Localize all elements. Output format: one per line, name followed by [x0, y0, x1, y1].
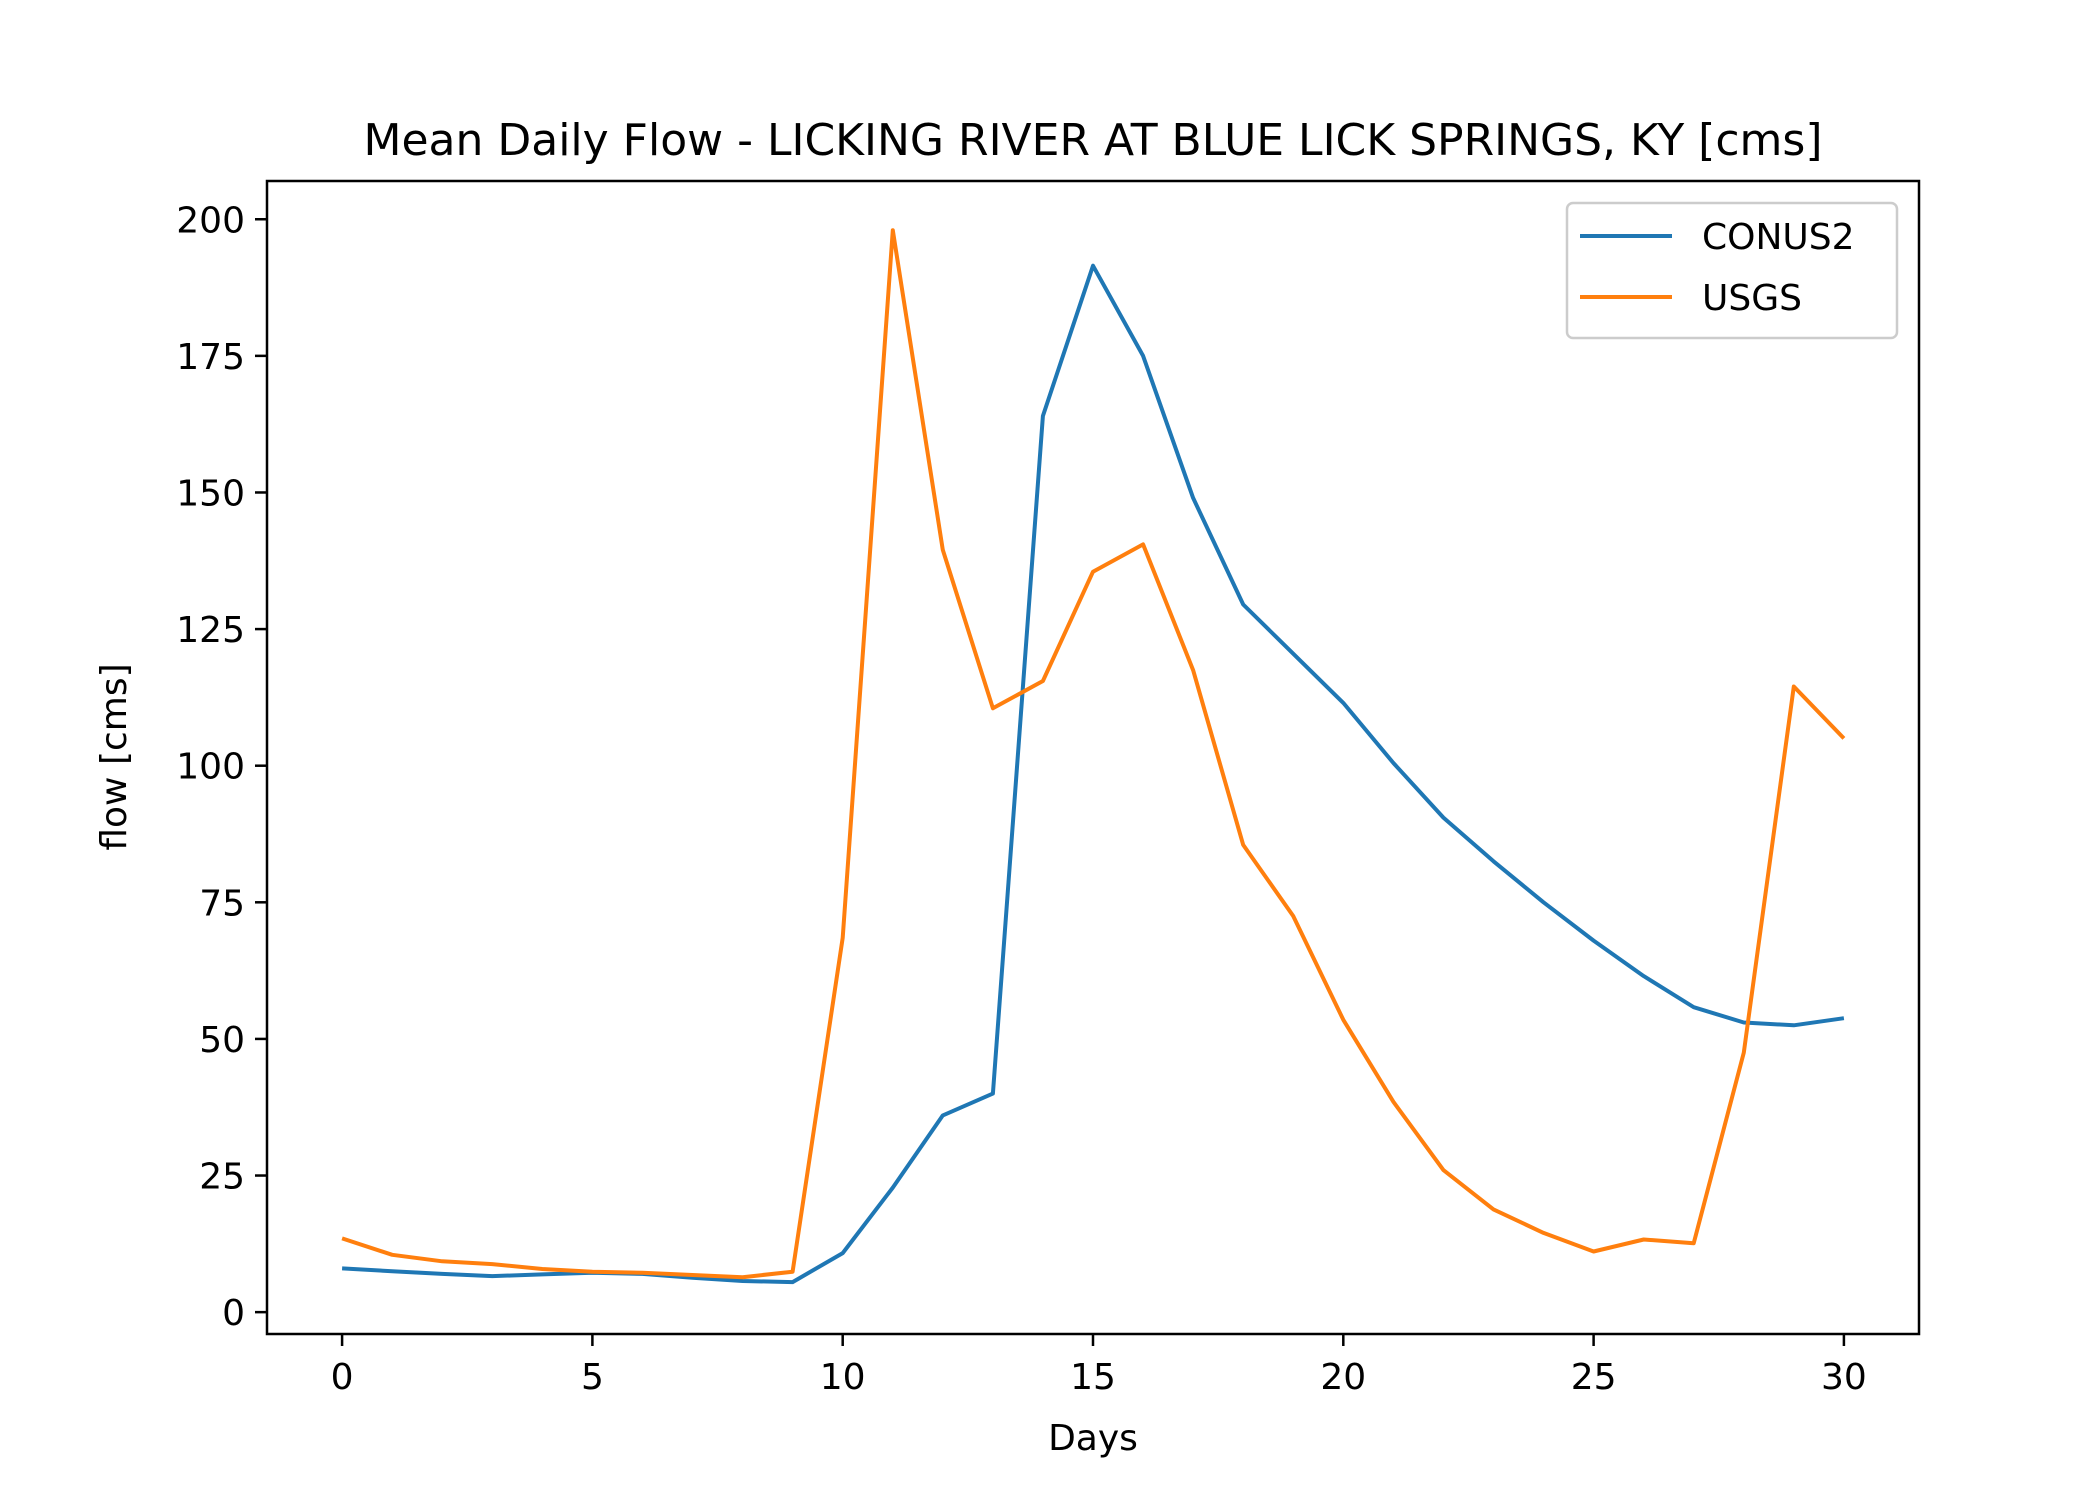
legend: CONUS2 USGS: [1565, 201, 1899, 340]
y-tick-label: 175: [176, 337, 245, 378]
series-line-usgs: [341, 228, 1846, 1280]
series-layer: [341, 228, 1846, 1285]
y-tick-label: 100: [176, 747, 245, 788]
x-tick-label: 5: [581, 1357, 604, 1398]
legend-label-conus2: CONUS2: [1702, 217, 1855, 258]
y-tick-label: 150: [176, 473, 245, 514]
x-tick-label: 20: [1320, 1357, 1366, 1398]
y-tick-label: 0: [222, 1293, 245, 1334]
ticks-layer: 0 5 10 15 20 25 30 0 25 50 75 100 125 150 175 200: [176, 200, 1867, 1398]
y-tick-label: 50: [199, 1020, 245, 1061]
x-tick-label: 15: [1070, 1357, 1116, 1398]
y-axis-label: flow [cms]: [94, 663, 135, 850]
x-tick-label: 30: [1821, 1357, 1867, 1398]
plot-frame: [265, 179, 1921, 1336]
y-tick-label: 75: [199, 883, 245, 924]
x-axis-label: Days: [1048, 1418, 1138, 1459]
y-tick-label: 200: [176, 200, 245, 241]
y-tick-label: 125: [176, 610, 245, 651]
legend-label-usgs: USGS: [1702, 278, 1802, 319]
chart-title: Mean Daily Flow - LICKING RIVER AT BLUE …: [363, 115, 1822, 166]
x-tick-label: 0: [331, 1357, 354, 1398]
x-tick-label: 10: [820, 1357, 866, 1398]
y-tick-label: 25: [199, 1157, 245, 1198]
x-tick-label: 25: [1571, 1357, 1617, 1398]
